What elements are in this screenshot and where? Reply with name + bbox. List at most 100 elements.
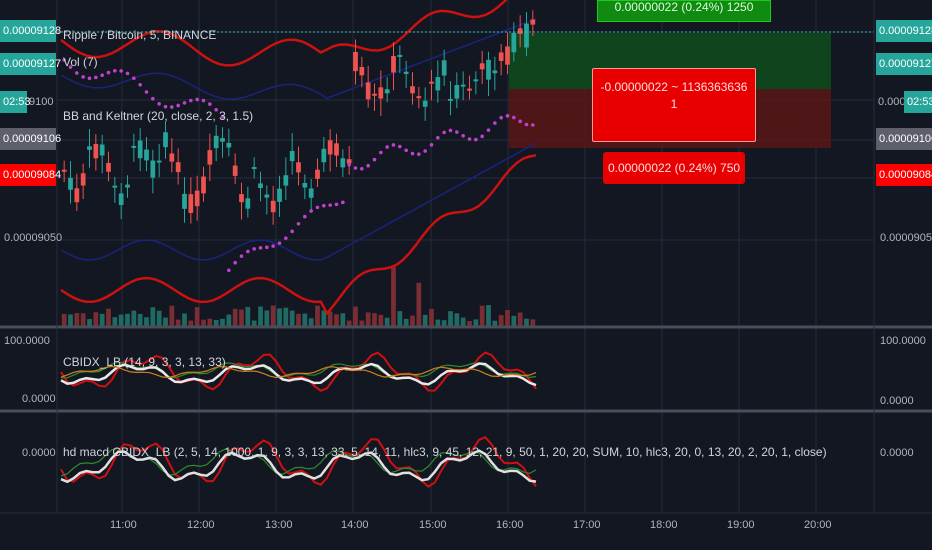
parabolic-dots: [62, 58, 535, 273]
parabolic-dot: [284, 236, 288, 240]
volume-legend[interactable]: Vol (7): [63, 55, 98, 69]
parabolic-dot: [214, 107, 218, 112]
cbidx-legend[interactable]: CBIDX_LB (14, 9, 3, 3, 13, 33): [63, 355, 226, 369]
volume-bar: [169, 305, 175, 326]
volume-bar: [308, 318, 314, 326]
parabolic-dot: [265, 245, 269, 250]
parabolic-dot: [195, 97, 199, 102]
candle-body: [391, 55, 396, 73]
candle-body: [118, 193, 124, 206]
candle-body: [460, 84, 466, 87]
candle-body: [372, 93, 377, 96]
left-pane3-zero: 0.0000: [22, 447, 56, 459]
candle-body: [334, 143, 339, 156]
parabolic-dot: [113, 69, 117, 73]
parabolic-dot: [81, 75, 85, 79]
candle-body: [498, 52, 504, 62]
right-pane3-zero: 0.0000: [880, 447, 914, 459]
candle-body: [144, 149, 149, 161]
parabolic-dot: [189, 98, 193, 103]
parabolic-dot: [163, 104, 168, 109]
macd-legend[interactable]: hd macd CBIDX_LB (2, 5, 14, 1000, 1, 9, …: [63, 445, 827, 459]
parabolic-dot: [100, 73, 104, 77]
volume-bar: [118, 314, 124, 326]
candle-body: [201, 176, 206, 194]
candle-body: [125, 184, 130, 188]
candle-body: [220, 138, 225, 142]
parabolic-dot: [208, 102, 212, 106]
target-label[interactable]: 0.00000022 (0.24%) 1250: [597, 0, 771, 22]
time-tick: 11:00: [110, 519, 137, 531]
volume-bar: [99, 313, 105, 326]
candle-body: [467, 88, 472, 91]
parabolic-dot: [106, 70, 111, 75]
parabolic-dot: [176, 103, 180, 108]
volume-bar: [239, 309, 244, 326]
candle-body: [321, 148, 327, 163]
candle-body: [505, 46, 510, 65]
candle-body: [511, 32, 517, 53]
bb-keltner-legend[interactable]: BB and Keltner (20, close, 2, 3, 1.5): [63, 109, 254, 123]
bb-lower: [60, 154, 537, 316]
parabolic-dot: [151, 96, 155, 101]
parabolic-dot: [309, 209, 313, 213]
parabolic-dot: [353, 166, 358, 170]
volume-bar: [397, 311, 403, 326]
volume-bar: [524, 318, 529, 326]
parabolic-dot: [296, 221, 301, 226]
time-tick: 17:00: [573, 519, 601, 531]
candle-body: [106, 162, 111, 172]
parabolic-dot: [398, 144, 402, 149]
time-tick: 19:00: [727, 519, 755, 531]
right-pane2-bottom: 0.0000: [880, 395, 914, 407]
parabolic-dot: [417, 152, 421, 156]
candle-body: [150, 160, 156, 178]
candle-body: [226, 142, 232, 148]
left-price-tick-9050: 0.00009050: [4, 232, 63, 244]
time-tick: 16:00: [496, 519, 524, 531]
volume-bar: [441, 320, 447, 326]
volume-bar: [365, 312, 371, 326]
candle-body: [264, 194, 270, 198]
parabolic-dot: [303, 214, 307, 219]
parabolic-dot: [220, 114, 225, 119]
parabolic-dot: [328, 203, 332, 207]
volume-bar: [201, 319, 206, 326]
time-tick: 20:00: [804, 519, 832, 531]
volume-bar: [359, 320, 365, 326]
volume-bar: [68, 314, 73, 326]
parabolic-dot: [119, 69, 123, 73]
volume-bar: [327, 311, 333, 326]
parabolic-dot: [461, 133, 465, 138]
parabolic-dot: [125, 71, 130, 76]
candle-body: [61, 169, 67, 172]
parabolic-dot: [233, 260, 237, 265]
candle-body: [492, 70, 498, 74]
left-stop-tag: 0.00009084: [0, 164, 61, 186]
volume-bar: [467, 320, 472, 326]
parabolic-dot: [480, 134, 484, 139]
parabolic-dot: [385, 145, 389, 149]
volume-bar: [435, 319, 441, 326]
candle-body: [169, 153, 175, 162]
symbol-legend[interactable]: Ripple / Bitcoin, 5, BINANCE: [63, 28, 217, 42]
volume-bar: [156, 310, 162, 326]
candle-body: [194, 190, 200, 207]
volume-bar: [93, 312, 99, 326]
volume-bar: [403, 318, 409, 326]
center-label-line2: 1: [670, 97, 678, 111]
candle-body: [232, 165, 238, 176]
candle-body: [454, 84, 460, 99]
stop-label[interactable]: 0.00000022 (0.24%) 750: [603, 152, 745, 184]
time-tick: 14:00: [341, 519, 369, 531]
volume-bar: [353, 306, 358, 326]
macd-pane: [60, 435, 537, 488]
parabolic-dot: [404, 148, 408, 153]
position-center-label[interactable]: -0.00000022 ~ 1136363636 1: [592, 68, 756, 142]
parabolic-dot: [499, 115, 503, 120]
candle-body: [530, 19, 536, 25]
left-pane2-top: 100.0000: [4, 335, 50, 347]
parabolic-dot: [531, 123, 535, 127]
candles: [61, 10, 536, 225]
